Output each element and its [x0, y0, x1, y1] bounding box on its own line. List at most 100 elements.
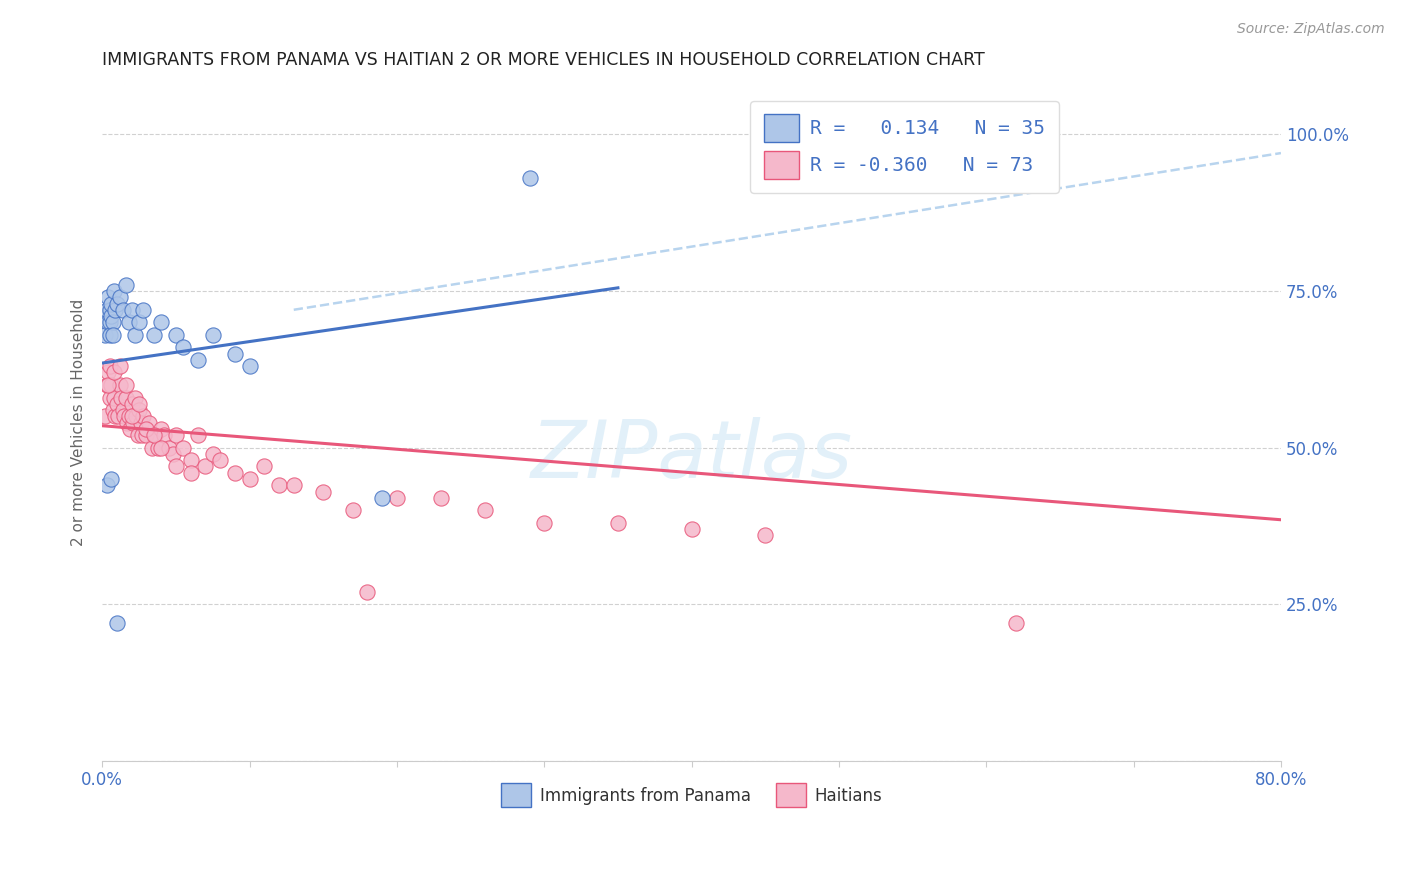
Point	[96, 302, 118, 317]
Point	[135, 422, 157, 436]
Point	[132, 409, 155, 424]
Point	[194, 459, 217, 474]
Point	[165, 459, 187, 474]
Text: ZIPatlas: ZIPatlas	[530, 417, 852, 495]
Point	[100, 296, 122, 310]
Point	[94, 409, 117, 424]
Point	[114, 378, 136, 392]
Point	[142, 428, 165, 442]
Point	[180, 466, 202, 480]
Point	[371, 491, 394, 505]
Point	[100, 378, 122, 392]
Point	[150, 441, 173, 455]
Point	[112, 409, 135, 424]
Point	[114, 277, 136, 292]
Point	[121, 409, 143, 424]
Point	[101, 403, 124, 417]
Point	[172, 441, 194, 455]
Point	[342, 503, 364, 517]
Point	[97, 366, 120, 380]
Point	[681, 522, 703, 536]
Point	[98, 391, 121, 405]
Point	[105, 616, 128, 631]
Point	[128, 403, 150, 417]
Point	[165, 428, 187, 442]
Text: Source: ZipAtlas.com: Source: ZipAtlas.com	[1237, 22, 1385, 37]
Point	[96, 378, 118, 392]
Point	[107, 409, 129, 424]
Point	[157, 441, 180, 455]
Point	[97, 378, 120, 392]
Point	[98, 302, 121, 317]
Point	[165, 327, 187, 342]
Point	[142, 327, 165, 342]
Point	[105, 296, 128, 310]
Point	[101, 315, 124, 329]
Legend: Immigrants from Panama, Haitians: Immigrants from Panama, Haitians	[495, 777, 889, 814]
Point	[108, 359, 131, 374]
Point	[111, 403, 134, 417]
Point	[187, 352, 209, 367]
Point	[117, 416, 139, 430]
Point	[111, 302, 134, 317]
Point	[94, 327, 117, 342]
Point	[153, 428, 176, 442]
Point	[124, 327, 146, 342]
Point	[104, 409, 127, 424]
Point	[356, 584, 378, 599]
Y-axis label: 2 or more Vehicles in Household: 2 or more Vehicles in Household	[72, 299, 86, 546]
Point	[143, 428, 166, 442]
Point	[103, 284, 125, 298]
Point	[100, 472, 122, 486]
Point	[224, 346, 246, 360]
Point	[124, 391, 146, 405]
Point	[118, 409, 141, 424]
Point	[267, 478, 290, 492]
Text: IMMIGRANTS FROM PANAMA VS HAITIAN 2 OR MORE VEHICLES IN HOUSEHOLD CORRELATION CH: IMMIGRANTS FROM PANAMA VS HAITIAN 2 OR M…	[103, 51, 986, 69]
Point	[224, 466, 246, 480]
Point	[150, 315, 173, 329]
Point	[129, 416, 152, 430]
Point	[110, 391, 132, 405]
Point	[108, 378, 131, 392]
Point	[135, 428, 157, 442]
Point	[606, 516, 628, 530]
Point	[122, 416, 145, 430]
Point	[150, 422, 173, 436]
Point	[141, 441, 163, 455]
Point	[120, 422, 142, 436]
Point	[103, 391, 125, 405]
Point	[104, 302, 127, 317]
Point	[98, 359, 121, 374]
Point	[96, 478, 118, 492]
Point	[121, 397, 143, 411]
Point	[100, 309, 122, 323]
Point	[533, 516, 555, 530]
Point	[131, 428, 153, 442]
Point	[127, 428, 149, 442]
Point	[430, 491, 453, 505]
Point	[312, 484, 335, 499]
Point	[385, 491, 408, 505]
Point	[103, 366, 125, 380]
Point	[114, 391, 136, 405]
Point	[172, 340, 194, 354]
Point	[98, 315, 121, 329]
Point	[253, 459, 276, 474]
Point	[121, 302, 143, 317]
Point	[238, 359, 260, 374]
Point	[101, 327, 124, 342]
Point	[238, 472, 260, 486]
Point	[125, 409, 148, 424]
Point	[132, 302, 155, 317]
Point	[201, 327, 224, 342]
Point	[180, 453, 202, 467]
Point	[209, 453, 232, 467]
Point	[128, 397, 150, 411]
Point	[1004, 616, 1026, 631]
Point	[754, 528, 776, 542]
Point	[118, 315, 141, 329]
Point	[283, 478, 305, 492]
Point	[474, 503, 496, 517]
Point	[519, 171, 541, 186]
